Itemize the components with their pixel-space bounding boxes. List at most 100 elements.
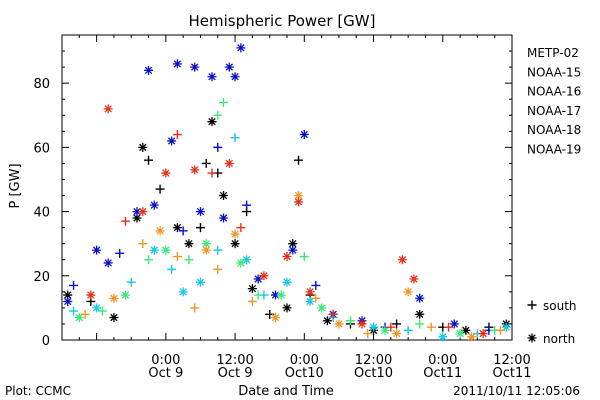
data-point-metp-02 — [207, 117, 217, 127]
data-point-noaa-15 — [415, 293, 425, 303]
data-point-noaa-16 — [438, 332, 448, 342]
legend-entry-metp-02: METP-02 — [527, 46, 579, 60]
data-point-noaa-17 — [253, 290, 263, 300]
data-point-noaa-19 — [409, 274, 419, 284]
y-tick-label: 40 — [33, 206, 50, 221]
x-tick-label: 12:00 — [216, 353, 253, 368]
data-point-noaa-15 — [195, 207, 205, 217]
legend-entry-noaa-19: NOAA-19 — [527, 143, 581, 157]
data-point-metp-02 — [415, 309, 425, 319]
data-point-metp-02 — [230, 239, 240, 249]
y-tick-label: 60 — [33, 141, 50, 156]
data-point-noaa-19 — [386, 322, 396, 332]
y-tick-label: 20 — [33, 270, 50, 285]
data-point-noaa-15 — [92, 245, 102, 255]
data-point-noaa-18 — [201, 245, 211, 255]
data-point-noaa-16 — [369, 322, 379, 332]
x-tick-label: 12:00 — [493, 353, 530, 368]
data-point-metp-02 — [144, 155, 154, 165]
data-point-noaa-17 — [299, 252, 309, 262]
data-point-metp-02 — [109, 313, 119, 323]
data-point-metp-02 — [392, 319, 402, 329]
data-point-noaa-17 — [236, 258, 246, 268]
data-point-metp-02 — [172, 223, 182, 233]
data-point-noaa-16 — [305, 296, 315, 306]
data-point-noaa-18 — [155, 226, 165, 236]
data-point-noaa-19 — [190, 165, 200, 175]
data-point-metp-02 — [294, 155, 304, 165]
y-axis-label: P [GW] — [8, 163, 23, 208]
legend: METP-02 NOAA-15 NOAA-16 NOAA-17 NOAA-18 NOAA-… — [527, 46, 581, 346]
legend-entry-noaa-16: NOAA-16 — [527, 85, 581, 99]
data-point-noaa-19 — [161, 168, 171, 178]
data-point-noaa-17 — [317, 303, 327, 313]
data-point-noaa-17 — [97, 306, 107, 316]
data-point-noaa-19 — [236, 223, 246, 233]
data-point-noaa-18 — [294, 191, 304, 201]
data-point-noaa-17 — [120, 290, 130, 300]
legend-marker-south-label: south — [543, 299, 577, 313]
data-point-metp-02 — [282, 303, 292, 313]
data-point-noaa-19 — [138, 207, 148, 217]
data-point-noaa-19 — [207, 168, 217, 178]
chart-title: Hemispheric Power [GW] — [189, 12, 376, 30]
data-point-noaa-16 — [178, 287, 188, 297]
data-point-noaa-15 — [299, 130, 309, 140]
data-point-metp-02 — [132, 213, 142, 223]
plot-credit: Plot: CCMC — [5, 384, 71, 398]
data-point-noaa-19 — [172, 130, 182, 140]
data-point-noaa-19 — [103, 104, 113, 114]
data-point-noaa-17 — [201, 239, 211, 249]
data-point-noaa-16 — [167, 264, 177, 274]
x-axis-label: Date and Time — [238, 384, 334, 399]
data-point-noaa-15 — [236, 43, 246, 53]
data-point-noaa-15 — [449, 319, 459, 329]
data-point-noaa-16 — [213, 245, 223, 255]
data-point-noaa-15 — [132, 207, 142, 217]
data-point-noaa-15 — [207, 72, 217, 82]
data-point-noaa-18 — [311, 293, 321, 303]
data-point-noaa-18 — [172, 252, 182, 262]
data-point-noaa-18 — [403, 287, 413, 297]
data-point-noaa-19 — [224, 158, 234, 168]
data-point-metp-02 — [322, 316, 332, 326]
data-point-noaa-15 — [219, 213, 229, 223]
plot-timestamp: 2011/10/11 12:05:06 — [453, 384, 580, 398]
legend-entry-noaa-17: NOAA-17 — [527, 104, 581, 118]
data-point-noaa-15 — [63, 296, 73, 306]
data-point-metp-02 — [155, 184, 165, 194]
data-point-noaa-17 — [345, 316, 355, 326]
data-point-noaa-15 — [288, 245, 298, 255]
data-point-noaa-15 — [224, 62, 234, 72]
data-point-noaa-19 — [328, 309, 338, 319]
data-point-metp-02 — [201, 158, 211, 168]
x-tick-date-label: Oct 9 — [218, 366, 253, 381]
x-tick-date-label: Oct11 — [423, 366, 462, 381]
data-point-noaa-19 — [478, 329, 488, 339]
data-point-noaa-18 — [109, 293, 119, 303]
data-point-noaa-16 — [126, 277, 136, 287]
data-point-metp-02 — [195, 223, 205, 233]
data-point-noaa-17 — [380, 325, 390, 335]
data-point-noaa-17 — [415, 319, 425, 329]
y-tick-label: 80 — [33, 77, 50, 92]
data-point-noaa-16 — [92, 303, 102, 313]
data-point-noaa-16 — [69, 306, 79, 316]
data-point-noaa-15 — [167, 136, 177, 146]
data-point-noaa-19 — [305, 287, 315, 297]
data-point-noaa-18 — [363, 329, 373, 339]
plot-frame — [61, 34, 513, 341]
data-point-noaa-18 — [247, 296, 257, 306]
data-point-metp-02 — [184, 239, 194, 249]
data-point-noaa-15 — [103, 258, 113, 268]
data-point-metp-02 — [288, 239, 298, 249]
legend-marker-plus — [527, 300, 537, 310]
data-point-noaa-15 — [311, 280, 321, 290]
x-tick-label: 12:00 — [355, 353, 392, 368]
data-point-noaa-16 — [195, 277, 205, 287]
x-tick-date-label: Oct11 — [492, 366, 531, 381]
data-point-noaa-19 — [259, 271, 269, 281]
data-point-noaa-15 — [230, 72, 240, 82]
data-point-noaa-15 — [69, 280, 79, 290]
data-point-noaa-16 — [403, 325, 413, 335]
